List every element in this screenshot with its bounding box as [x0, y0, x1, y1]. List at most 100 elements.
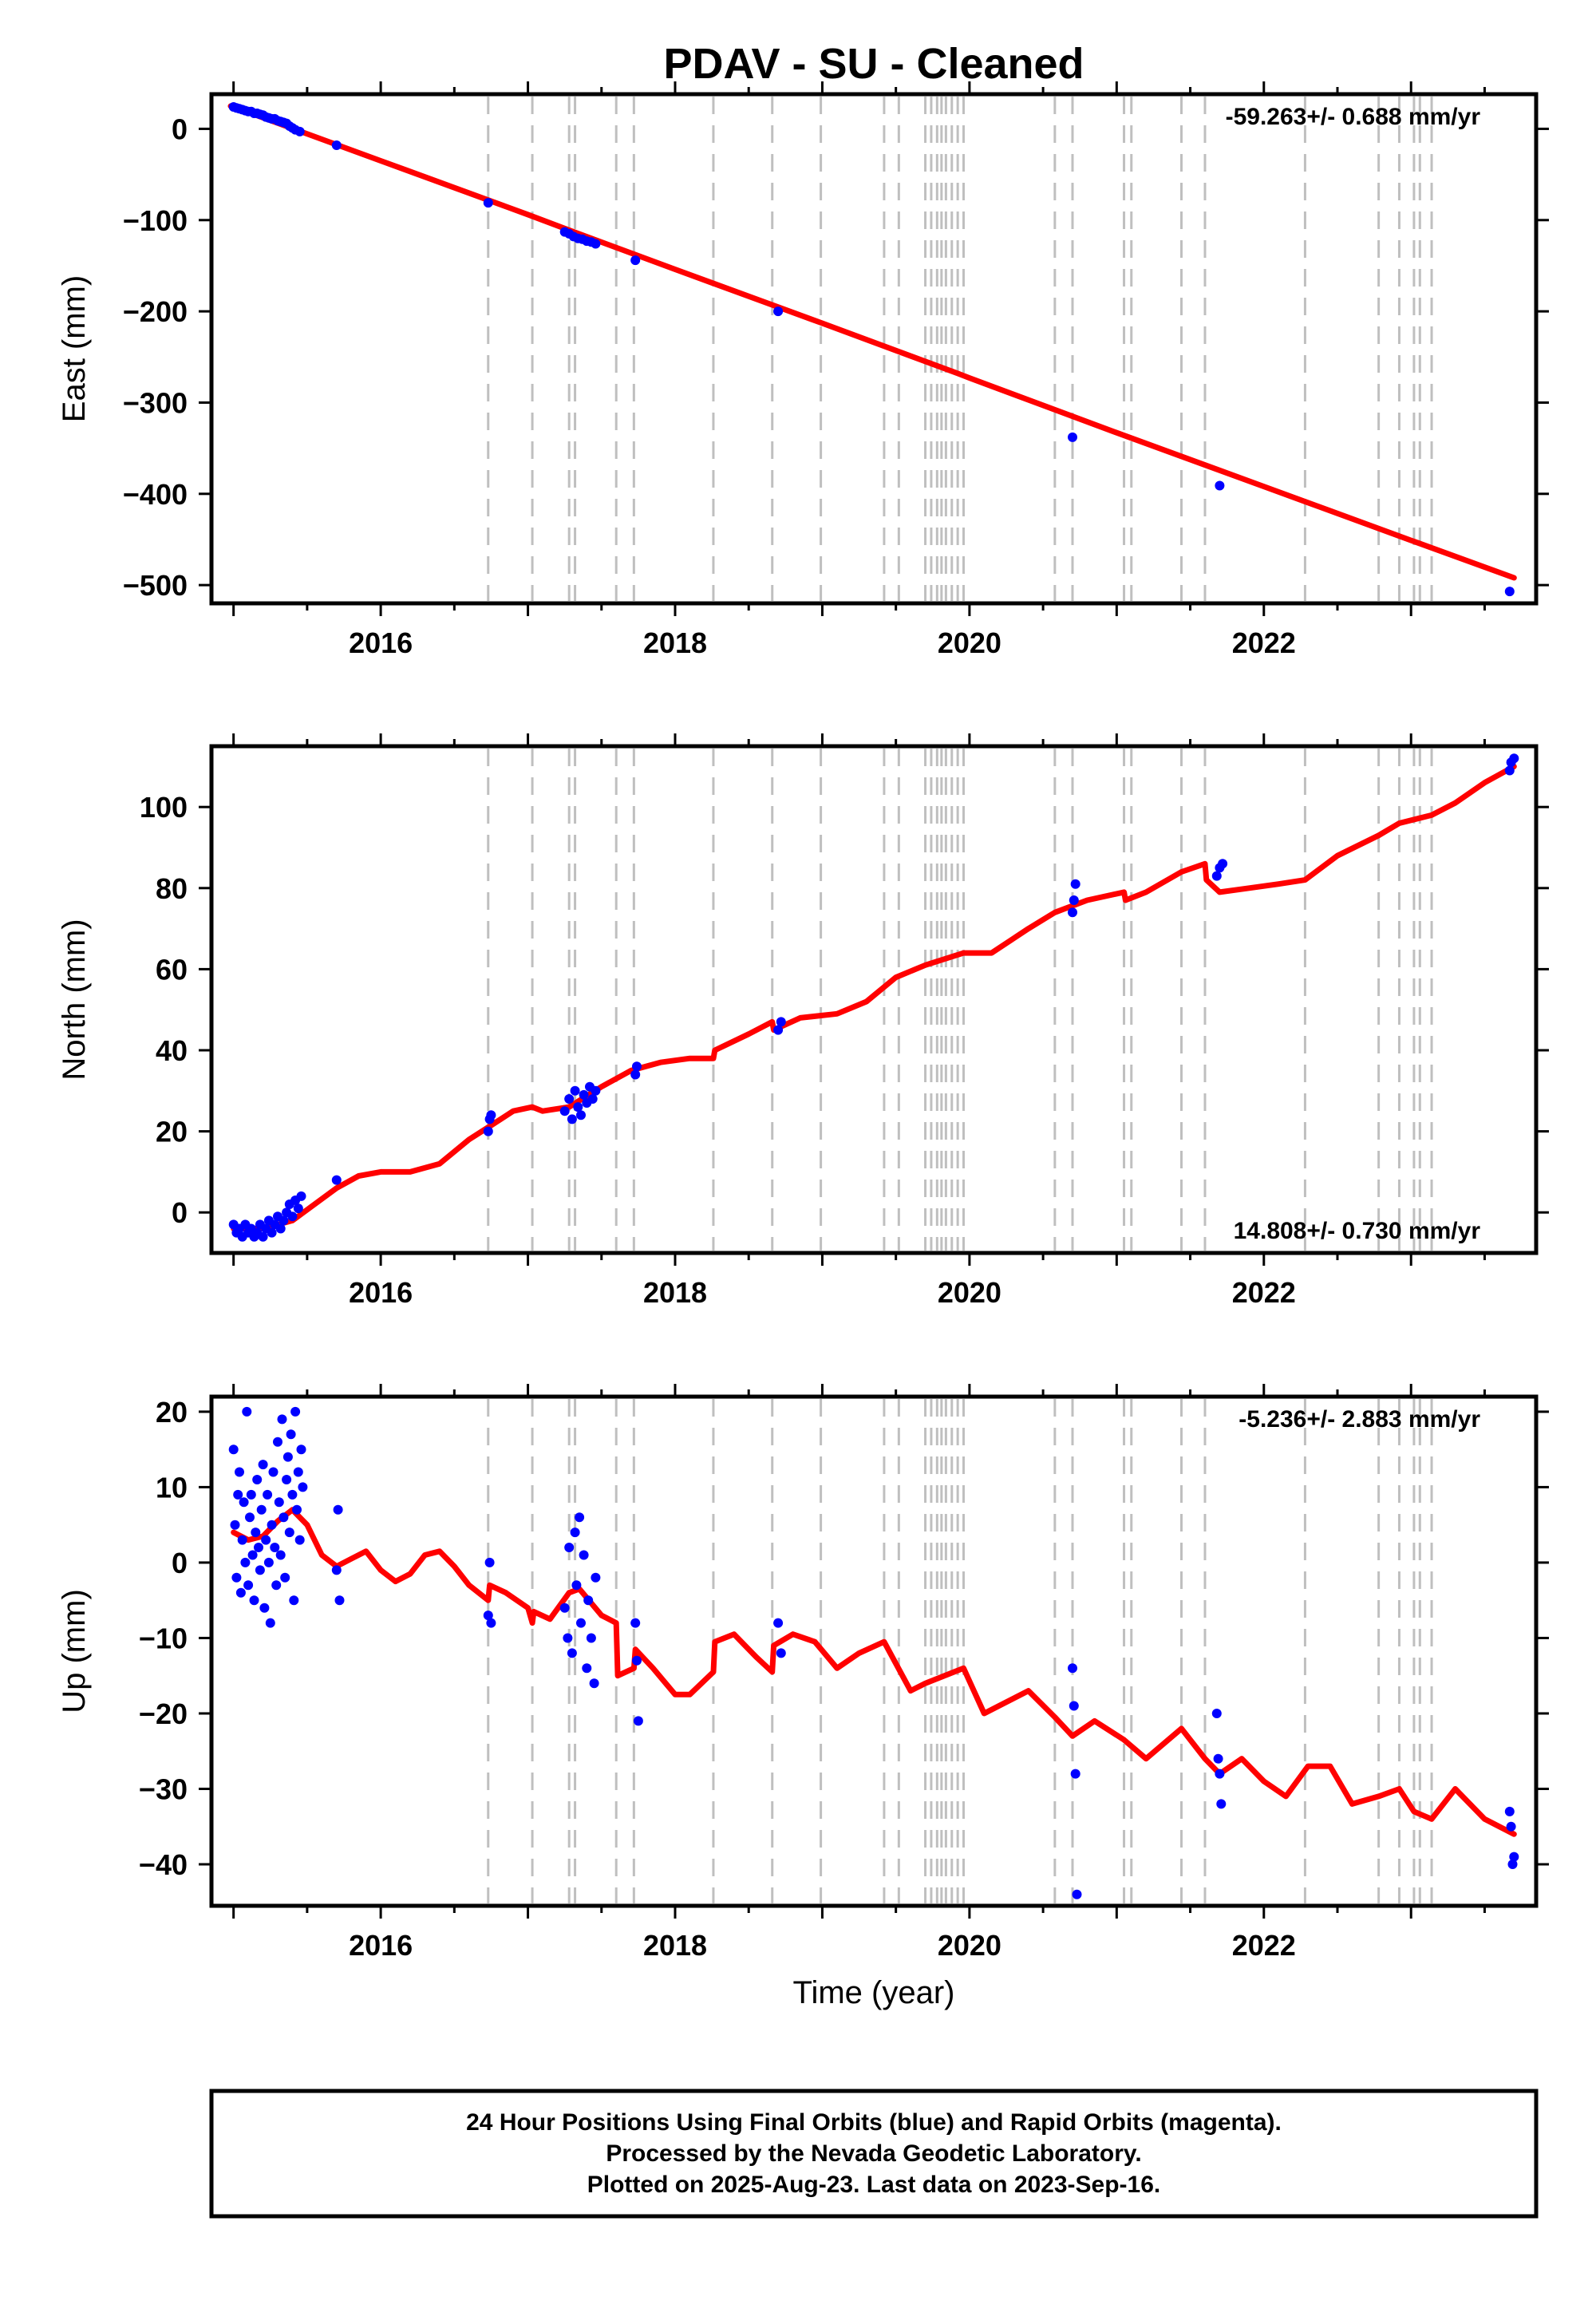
- data-point: [254, 1543, 263, 1552]
- data-point: [575, 1512, 585, 1523]
- data-point: [296, 1445, 306, 1455]
- data-point: [280, 1572, 290, 1583]
- y-tick-label: 20: [156, 1116, 188, 1148]
- x-tick-label: 2020: [938, 1276, 1001, 1309]
- data-point: [630, 255, 641, 266]
- y-tick-label: −400: [123, 478, 188, 511]
- data-point: [1504, 765, 1515, 776]
- data-point: [1070, 1769, 1080, 1779]
- x-tick-label: 2018: [643, 1929, 707, 1962]
- data-point: [242, 1406, 252, 1417]
- data-point: [282, 1475, 292, 1484]
- data-point: [252, 1475, 263, 1484]
- data-point: [563, 1633, 573, 1643]
- footer-box: 24 Hour Positions Using Final Orbits (bl…: [209, 2089, 1539, 2219]
- model-line: [231, 763, 1517, 1231]
- data-point: [1507, 1860, 1518, 1869]
- data-point: [587, 1094, 598, 1104]
- data-point: [256, 1504, 267, 1515]
- data-point: [294, 1535, 305, 1545]
- x-axis-label: Time (year): [793, 1975, 955, 2010]
- data-point: [331, 1175, 342, 1185]
- data-point: [570, 1528, 580, 1538]
- east-panel: 2016 2018 2020 2022 0 −100 −200 −300 −400 −500 Eas…: [57, 81, 1549, 659]
- data-point: [633, 1716, 643, 1726]
- data-point: [247, 1550, 258, 1560]
- data-point: [243, 1580, 254, 1591]
- data-point: [573, 1102, 583, 1113]
- y-tick-label: 0: [172, 1196, 188, 1229]
- footer-line-1: 24 Hour Positions Using Final Orbits (bl…: [466, 2109, 1282, 2136]
- data-point: [591, 239, 601, 249]
- data-point: [293, 1203, 303, 1214]
- data-point: [245, 1512, 255, 1523]
- data-point: [290, 1406, 301, 1417]
- plot-frame: [209, 1394, 1539, 1908]
- data-point: [564, 1543, 575, 1552]
- data-point: [483, 1126, 493, 1136]
- data-point: [582, 1663, 592, 1674]
- data-point: [570, 1085, 580, 1096]
- data-point: [279, 1512, 289, 1523]
- data-point: [231, 1572, 242, 1583]
- data-point: [286, 1429, 296, 1440]
- data-point: [571, 1580, 582, 1591]
- data-point: [632, 1655, 642, 1666]
- data-point: [1068, 1663, 1077, 1674]
- data-point: [246, 1489, 256, 1500]
- data-point: [1506, 1821, 1516, 1832]
- y-axis-label: Up (mm): [57, 1589, 92, 1713]
- rate-label: -5.236+/- 2.883 mm/yr: [1238, 1406, 1480, 1433]
- data-point: [486, 1110, 496, 1120]
- data-point: [275, 1550, 286, 1560]
- data-point: [586, 1633, 596, 1643]
- x-tick-label: 2022: [1232, 626, 1296, 659]
- data-point: [1509, 1852, 1519, 1862]
- data-point: [483, 198, 493, 208]
- data-point: [298, 1482, 308, 1492]
- data-point: [292, 1504, 302, 1515]
- data-point: [484, 1557, 495, 1567]
- y-tick-label: −20: [139, 1697, 188, 1730]
- y-tick-label: 20: [156, 1396, 188, 1429]
- data-point: [233, 1489, 243, 1500]
- data-point: [567, 1114, 577, 1124]
- data-point: [294, 126, 305, 136]
- figure-title: PDAV - SU - Cleaned: [663, 40, 1084, 88]
- data-point: [1068, 432, 1077, 442]
- data-point: [630, 1618, 641, 1628]
- data-point: [564, 1094, 575, 1104]
- y-tick-label: 40: [156, 1034, 188, 1067]
- data-point: [296, 1191, 306, 1201]
- data-point: [239, 1497, 249, 1508]
- data-point: [251, 1528, 261, 1538]
- y-tick-label: −200: [123, 295, 188, 328]
- data-point: [235, 1587, 246, 1598]
- x-tick-label: 2018: [643, 626, 707, 659]
- data-point: [776, 1648, 786, 1658]
- data-point: [263, 1557, 274, 1567]
- data-point: [1218, 859, 1228, 869]
- data-point: [249, 1595, 259, 1606]
- footer-line-3: Plotted on 2025-Aug-23. Last data on 202…: [587, 2172, 1161, 2198]
- data-point: [1072, 1889, 1082, 1899]
- data-point: [1211, 1709, 1222, 1718]
- data-point: [282, 1452, 293, 1462]
- data-point: [287, 1211, 298, 1222]
- x-tick-label: 2016: [349, 1929, 413, 1962]
- y-tick-label: −300: [123, 386, 188, 419]
- data-point: [483, 1611, 493, 1621]
- data-point: [275, 1223, 286, 1234]
- data-point: [268, 1467, 279, 1477]
- data-point: [261, 1535, 271, 1545]
- x-tick-label: 2018: [643, 1276, 707, 1309]
- data-point: [776, 1017, 786, 1027]
- data-point: [271, 1580, 282, 1591]
- data-point: [1069, 1701, 1079, 1711]
- data-point: [267, 1520, 277, 1530]
- y-tick-label: −10: [139, 1622, 188, 1654]
- data-point: [1070, 879, 1080, 889]
- data-point: [576, 1618, 586, 1628]
- data-point: [237, 1535, 247, 1545]
- data-point: [567, 1648, 577, 1658]
